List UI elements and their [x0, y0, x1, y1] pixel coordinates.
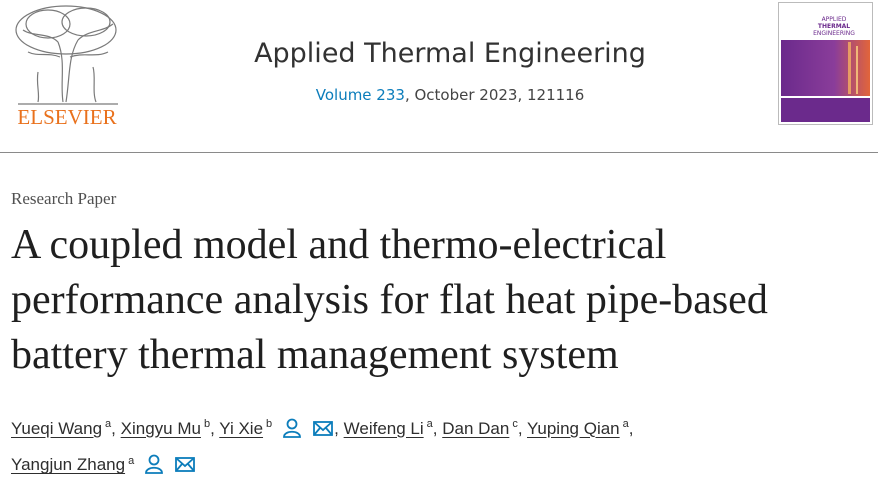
publisher-logo: ELSEVIER — [15, 5, 118, 129]
author: Dan Dan c, — [442, 418, 523, 438]
cover-title: THERMAL — [818, 23, 850, 30]
article-type: Research Paper — [11, 189, 117, 208]
author-name[interactable]: Yuping Qian — [527, 418, 620, 438]
affiliation-mark: b — [266, 418, 273, 430]
separator: , — [111, 418, 116, 438]
cover-title: ENGINEERING — [813, 30, 855, 37]
affiliation-mark: a — [622, 418, 629, 430]
separator: , — [210, 418, 215, 438]
author: Yuping Qian a, — [527, 418, 634, 438]
issue-info: , October 2023, 121116 — [404, 86, 585, 104]
author-name[interactable]: Xingyu Mu — [120, 418, 201, 438]
journal-title[interactable]: Applied Thermal Engineering — [254, 38, 646, 69]
volume-link[interactable]: Volume 233 — [315, 86, 405, 104]
author-name[interactable]: Yangjun Zhang — [11, 455, 126, 475]
author-name[interactable]: Weifeng Li — [343, 418, 424, 438]
author: Yangjun Zhang a — [11, 455, 196, 474]
affiliation-mark: a — [105, 418, 112, 430]
author-profile-icon[interactable] — [144, 454, 164, 475]
author-name[interactable]: Yueqi Wang — [11, 418, 103, 438]
author: Yi Xie b, — [219, 418, 339, 438]
separator: , — [628, 418, 634, 438]
author-email-icon[interactable] — [174, 454, 196, 474]
author-list: Yueqi Wang a, Xingyu Mu b, Yi Xie b, Weifen… — [11, 408, 811, 481]
affiliation-mark: a — [128, 454, 135, 467]
author: Xingyu Mu b, — [120, 418, 215, 438]
journal-cover[interactable]: APPLIED THERMAL ENGINEERING — [778, 2, 874, 127]
publisher-name: ELSEVIER — [17, 105, 116, 129]
affiliation-mark: b — [203, 418, 211, 430]
separator: , — [517, 418, 523, 438]
affiliation-mark: c — [512, 418, 518, 430]
author-icons — [272, 418, 334, 438]
divider — [0, 152, 878, 153]
author-name[interactable]: Dan Dan — [442, 418, 510, 438]
author-icons — [134, 454, 196, 475]
separator: , — [432, 418, 438, 438]
author: Yueqi Wang a, — [11, 418, 116, 438]
author-name[interactable]: Yi Xie — [219, 418, 264, 438]
separator: , — [334, 418, 339, 438]
affiliation-mark: a — [426, 418, 433, 430]
author-profile-icon[interactable] — [282, 418, 302, 438]
cover-title: APPLIED — [822, 16, 847, 23]
author-email-icon[interactable] — [312, 418, 334, 438]
issue-line: Volume 233, October 2023, 121116 — [0, 86, 878, 104]
article-title: A coupled model and thermo-electrical pe… — [11, 222, 768, 378]
author: Weifeng Li a, — [343, 418, 438, 438]
